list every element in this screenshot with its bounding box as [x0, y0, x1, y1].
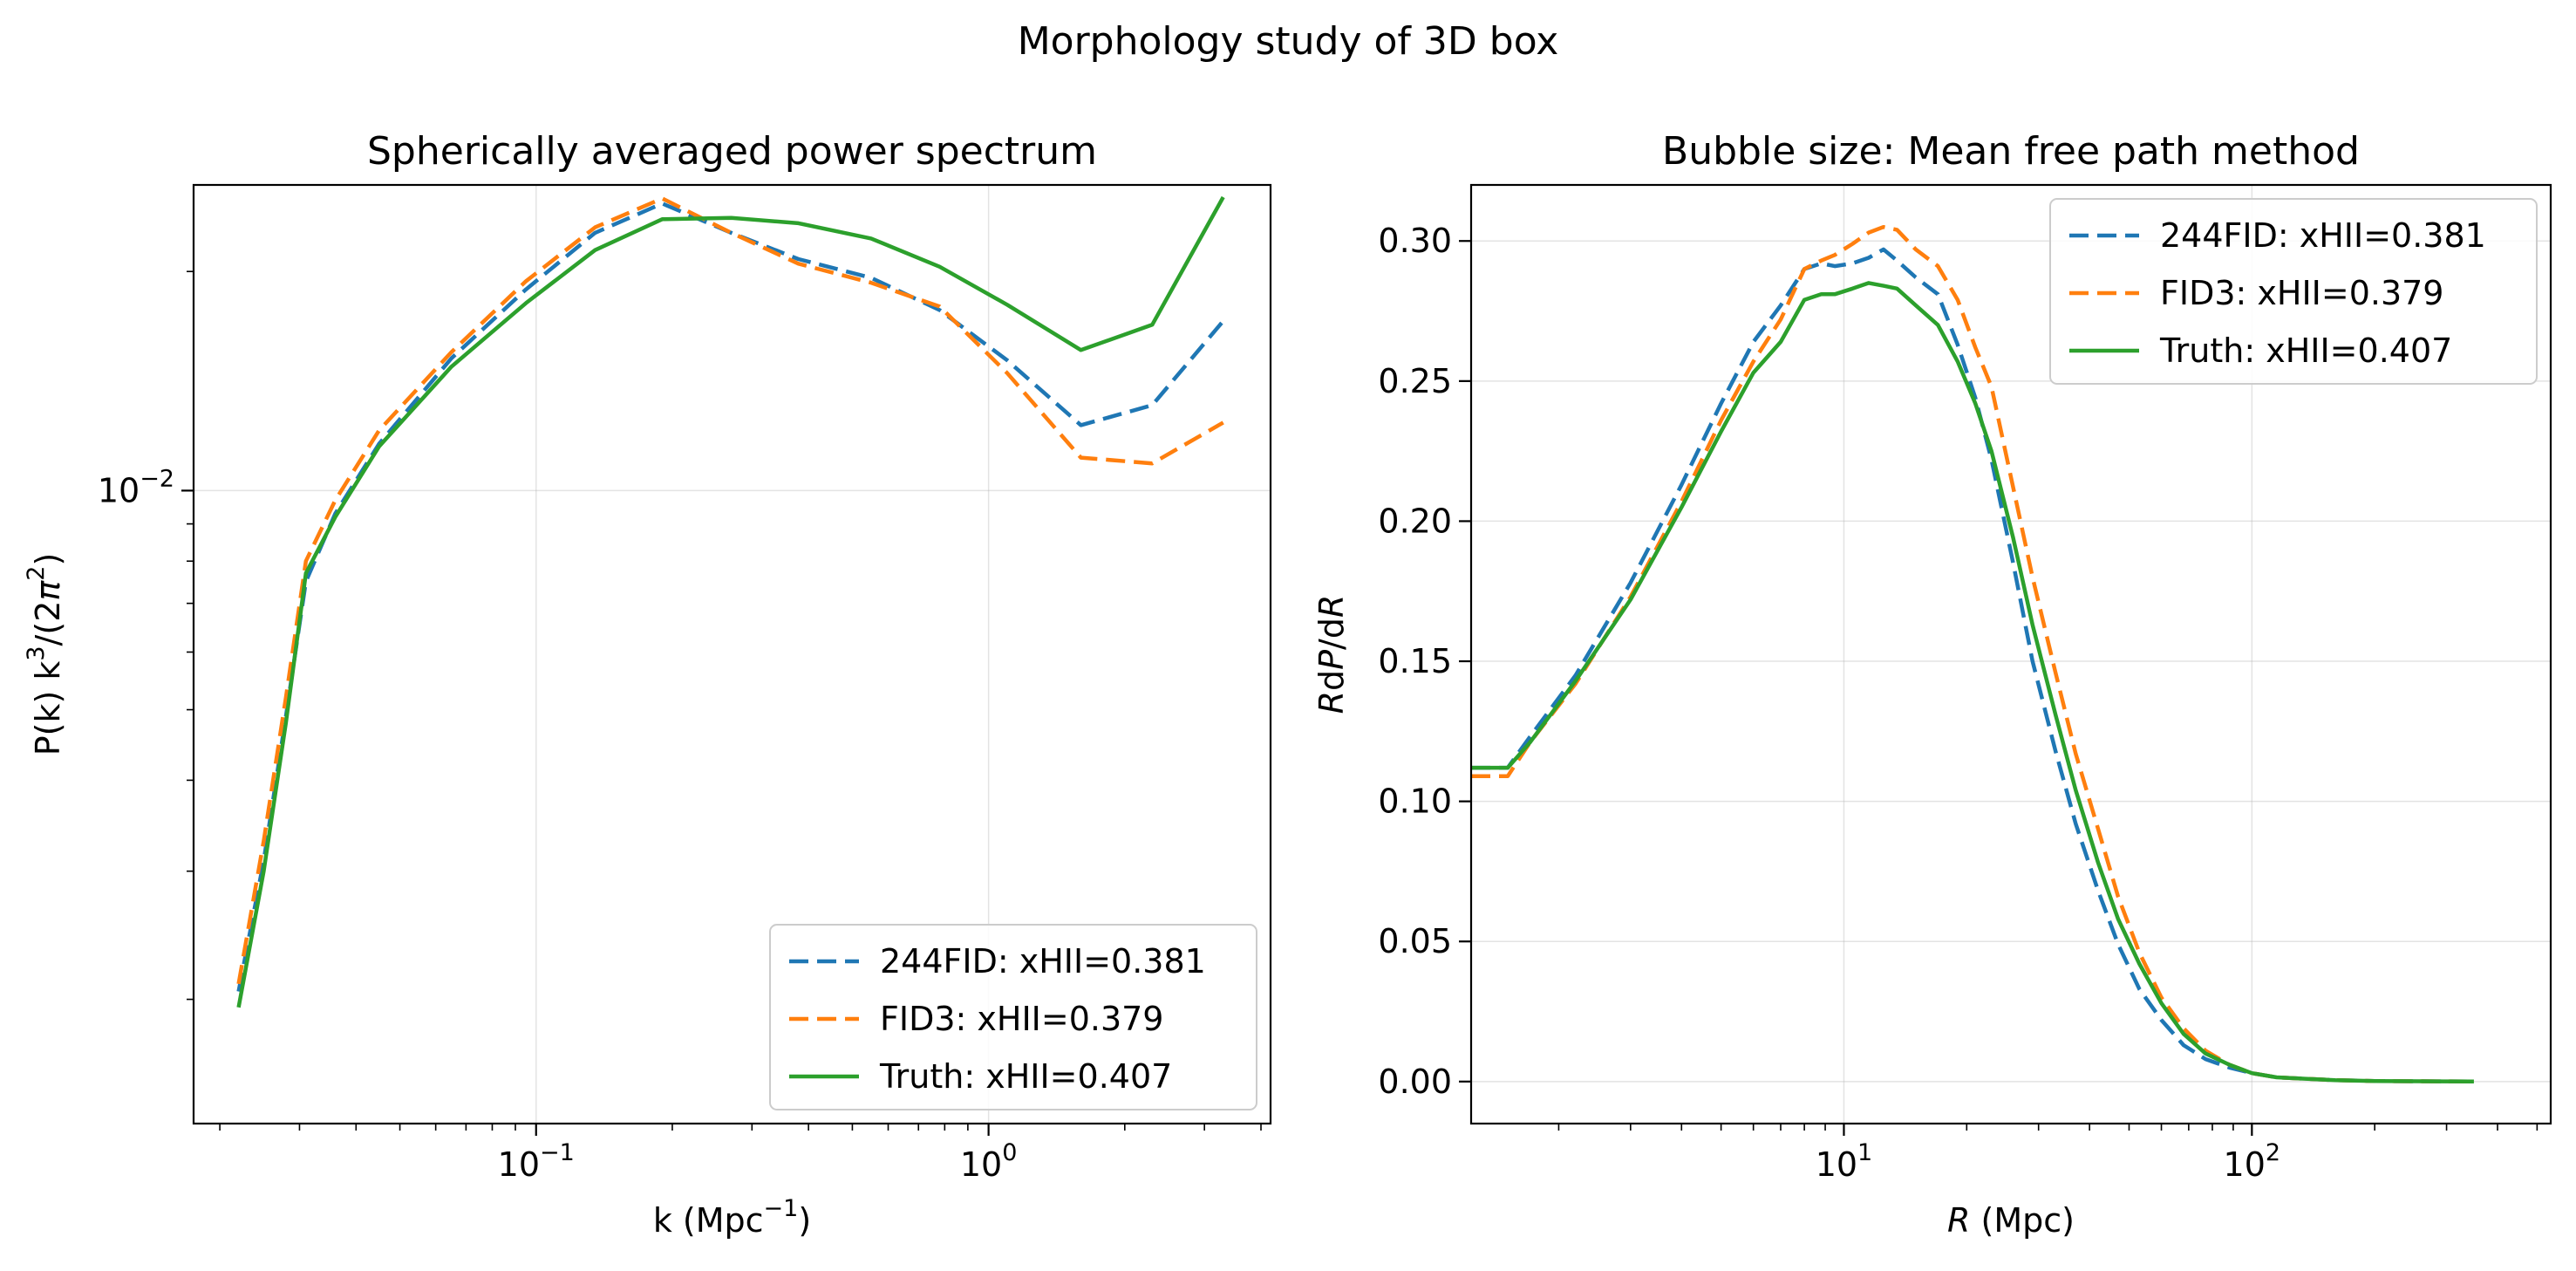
axes-title: Bubble size: Mean free path method: [1662, 129, 2360, 174]
data-series: [1471, 224, 2474, 1084]
series-line-truth: [236, 195, 1225, 1008]
x-tick-exponent: 0: [1002, 1139, 1017, 1166]
bubble-size-axes: 101 102 0.00 0.05 0.10 0.15 0.20 0.25 0.30 Bubble…: [1378, 129, 2552, 1184]
y-tick-label: 0.20: [1378, 502, 1452, 540]
legend-box: [769, 924, 1257, 1110]
series-line-truth: [1471, 281, 2474, 1084]
legend-label: Truth: xHII=0.407: [2159, 331, 2452, 370]
x-tick-label: 100: [960, 1139, 1018, 1184]
x-tick-label: 10−1: [498, 1139, 575, 1184]
y-tick-label: 0.10: [1378, 782, 1452, 821]
legend-label: FID3: xHII=0.379: [2160, 274, 2444, 312]
x-tick-exponent: 1: [1857, 1139, 1872, 1166]
x-tick-label: 101: [1816, 1139, 1873, 1184]
y-tick-label: 0.15: [1378, 642, 1452, 680]
y-tick-label: 0.30: [1378, 222, 1452, 260]
legend-label: 244FID: xHII=0.381: [880, 942, 1206, 981]
y-tick-label: 0.05: [1378, 922, 1452, 960]
axes-frame: [192, 183, 1272, 1125]
legend: 244FID: xHII=0.381 FID3: xHII=0.379 Truth:…: [769, 924, 1257, 1110]
legend-box: [2049, 198, 2538, 385]
axis-ticks: [1459, 240, 2539, 1136]
axes-title: Spherically averaged power spectrum: [367, 129, 1097, 174]
x-axis-label-r: R (Mpc): [1947, 1201, 2075, 1240]
x-axis-label-k: k (Mpc−1): [653, 1195, 811, 1240]
power-spectrum-axes: 10−1 100 10−2 Spherically averaged power sp…: [98, 129, 1272, 1184]
legend-label: FID3: xHII=0.379: [880, 1000, 1164, 1038]
figure-suptitle: Morphology study of 3D box: [1018, 19, 1559, 64]
y-axis-label-rdpdr: RdP/dR: [1312, 595, 1351, 714]
legend-label: 244FID: xHII=0.381: [2160, 216, 2486, 255]
x-tick-exponent: 2: [2266, 1139, 2280, 1166]
axes-frame: [1469, 183, 2552, 1125]
axis-ticks: [181, 270, 1262, 1136]
x-tick-exponent: −1: [540, 1139, 575, 1166]
y-tick-label: 0.00: [1378, 1063, 1452, 1101]
y-axis-label-power: P(k) k3/(2π2): [23, 553, 67, 756]
y-tick-exponent: −2: [140, 465, 174, 492]
y-tick-label: 10−2: [98, 465, 174, 509]
y-tick-label: 0.25: [1378, 362, 1452, 400]
legend: 244FID: xHII=0.381 FID3: xHII=0.379 Truth:…: [2049, 198, 2538, 385]
x-tick-label: 102: [2224, 1139, 2281, 1184]
legend-label: Truth: xHII=0.407: [879, 1057, 1172, 1096]
data-series: [236, 195, 1225, 1008]
